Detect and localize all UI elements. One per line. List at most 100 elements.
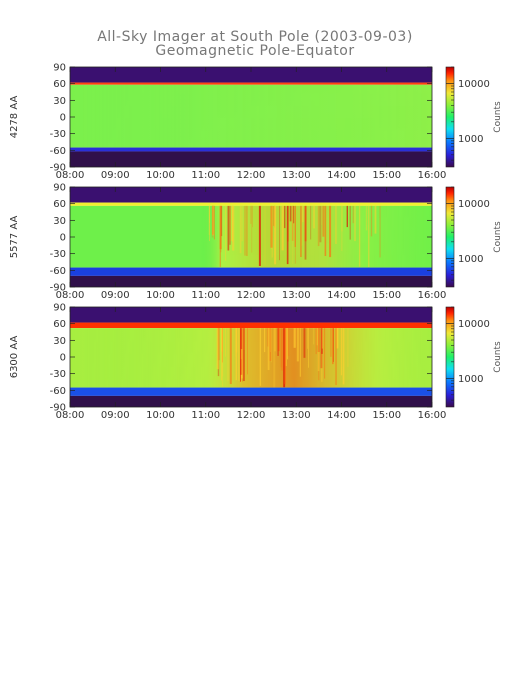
aurora-streak (273, 205, 275, 226)
aurora-streak (227, 328, 229, 382)
x-tick-label: 12:00 (237, 410, 266, 421)
aurora-streak (277, 328, 280, 352)
aurora-streak (322, 205, 325, 237)
aurora-streak (329, 205, 332, 258)
aurora-streak (354, 205, 356, 242)
y-tick-label: 90 (53, 183, 66, 194)
x-tick-label: 13:00 (282, 290, 311, 301)
aurora-streak (349, 205, 351, 240)
x-tick-label: 13:00 (282, 410, 311, 421)
aurora-streak (235, 328, 237, 357)
x-tick-label: 09:00 (101, 170, 130, 181)
y-tick-label: -90 (50, 163, 66, 174)
aurora-streak (289, 205, 292, 222)
band-3 (70, 387, 432, 396)
band-1 (70, 202, 432, 206)
y-tick-label: 30 (53, 96, 66, 107)
aurora-streak (241, 205, 244, 242)
aurora-streak (321, 328, 324, 349)
y-tick-label: 30 (53, 336, 66, 347)
aurora-streak (293, 205, 295, 224)
aurora-streak (270, 328, 271, 353)
aurora-streak (336, 328, 339, 349)
aurora-streak (232, 205, 235, 251)
y-axis-label: 4278 AA (9, 96, 20, 139)
aurora-streak (242, 328, 245, 382)
aurora-streak (317, 328, 320, 372)
aurora-streak (347, 328, 349, 367)
aurora-streak (243, 328, 245, 351)
aurora-streak (209, 205, 210, 242)
x-tick-label: 12:00 (237, 170, 266, 181)
aurora-streak (284, 205, 286, 229)
aurora-streak (250, 205, 252, 224)
aurora-streak (240, 328, 243, 350)
colorbar-label: Counts (493, 341, 503, 373)
x-tick-label: 15:00 (372, 170, 401, 181)
aurora-streak (229, 328, 232, 385)
aurora-streak (240, 328, 241, 382)
aurora-streak (340, 328, 343, 376)
aurora-streak (222, 328, 223, 387)
x-tick-label: 08:00 (56, 290, 85, 301)
aurora-streak (313, 205, 315, 229)
x-tick-label: 14:00 (327, 290, 356, 301)
aurora-streak (341, 205, 343, 252)
aurora-streak (274, 205, 277, 265)
aurora-streak (240, 328, 242, 360)
aurora-streak (319, 205, 322, 243)
aurora-streak (296, 328, 299, 362)
aurora-streak (264, 328, 266, 353)
aurora-streak (291, 205, 294, 241)
aurora-streak (374, 205, 377, 234)
band-3 (70, 267, 432, 276)
aurora-streak (271, 328, 272, 363)
y-axis-label: 5577 AA (9, 216, 20, 259)
aurora-streak (287, 328, 289, 360)
aurora-streak (281, 328, 283, 371)
y-tick-label: -90 (50, 403, 66, 414)
aurora-streak (321, 205, 323, 226)
aurora-streak (284, 328, 286, 385)
x-tick-label: 16:00 (418, 410, 447, 421)
aurora-streak (315, 328, 317, 355)
aurora-streak (280, 328, 282, 368)
aurora-streak (294, 205, 296, 247)
x-tick-label: 09:00 (101, 410, 130, 421)
aurora-streak (304, 205, 307, 260)
aurora-streak (358, 205, 361, 267)
aurora-streak (324, 205, 327, 256)
aurora-streak (264, 205, 266, 266)
aurora-streak (229, 205, 231, 245)
aurora-streak (221, 205, 223, 237)
x-tick-label: 10:00 (146, 170, 175, 181)
aurora-streak (293, 328, 296, 348)
x-tick-label: 15:00 (372, 410, 401, 421)
aurora-streak (292, 205, 294, 264)
aurora-streak (259, 328, 261, 386)
aurora-streak (273, 328, 276, 388)
colorbar-tick-label: 10000 (458, 199, 490, 210)
aurora-streak (294, 205, 296, 264)
colorbar-label: Counts (493, 221, 503, 253)
aurora-streak (209, 205, 210, 223)
aurora-streak (267, 328, 269, 347)
colorbar-tick-label: 10000 (458, 79, 490, 90)
intensity-wash (70, 205, 432, 268)
aurora-streak (335, 205, 337, 244)
aurora-streak (274, 328, 276, 352)
panel-1: 90 60 30 0 -30 -60 -90 4278 AA 08:00 09:00 10:00 11… (9, 63, 503, 182)
aurora-streak (246, 205, 248, 256)
x-tick-label: 10:00 (146, 290, 175, 301)
x-tick-label: 08:00 (56, 410, 85, 421)
aurora-streak (267, 328, 270, 371)
y-tick-label: -60 (50, 146, 66, 157)
colorbar (445, 306, 455, 408)
aurora-streak (313, 328, 315, 345)
y-tick-label: -30 (50, 249, 66, 260)
aurora-streak (241, 328, 243, 379)
band-4 (70, 275, 432, 287)
aurora-streak (321, 328, 323, 382)
aurora-streak (258, 205, 261, 266)
aurora-streak (285, 328, 287, 367)
